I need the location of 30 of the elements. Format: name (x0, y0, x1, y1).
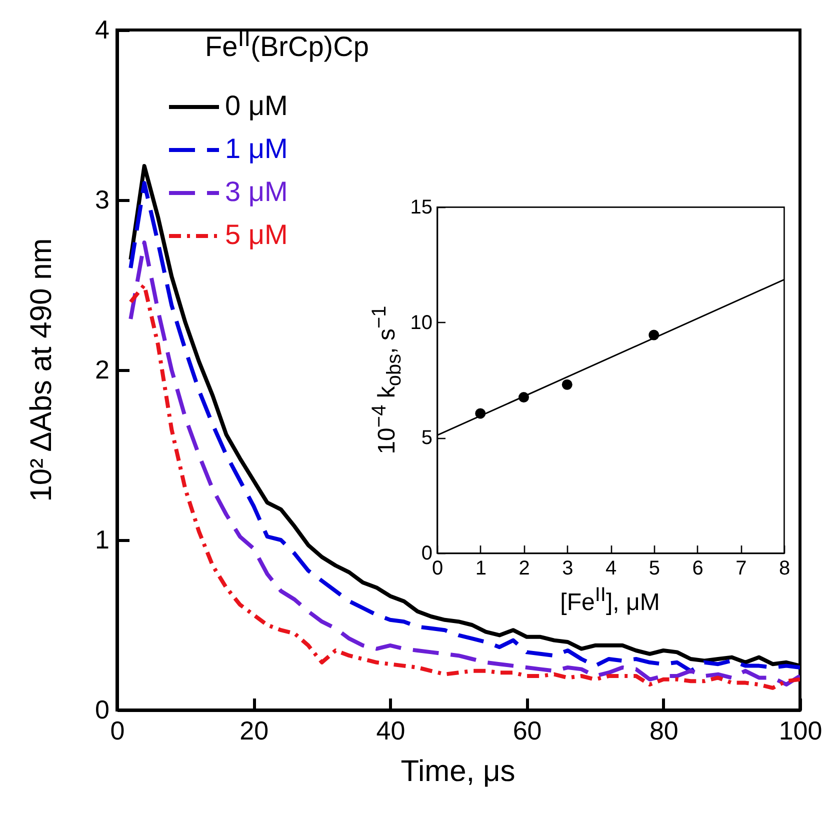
x-tick-label: 1 (475, 558, 486, 580)
point (562, 379, 572, 390)
x-tick-label: 2 (518, 558, 530, 580)
y-tick-label: 3 (95, 184, 110, 214)
x-tick-label: 100 (778, 716, 822, 746)
y-axis-title: 10² ΔAbs at 490 nm (25, 238, 58, 502)
x-axis-title: Time, μs (400, 755, 516, 788)
x-tick-label: 4 (605, 558, 617, 580)
y-tick-label: 4 (95, 14, 110, 44)
x-tick-label: 80 (649, 716, 678, 746)
legend-label: 1 μM (225, 133, 288, 164)
x-tick-label: 5 (648, 558, 660, 580)
legend-label: 3 μM (225, 176, 288, 207)
y-tick-label: 15 (410, 196, 432, 218)
legend-label: 0 μM (225, 90, 288, 121)
y-tick-label: 0 (95, 694, 110, 724)
y-tick-label: 10 (410, 312, 432, 334)
x-tick-label: 20 (240, 716, 269, 746)
x-tick-label: 8 (778, 558, 790, 580)
x-axis-title: [Fe$^{II}$], μM (560, 584, 660, 616)
y-tick-label: 2 (95, 354, 110, 384)
x-tick-label: 3 (562, 558, 574, 580)
legend-label: 5 μM (225, 219, 288, 250)
y-tick-label: 5 (421, 427, 432, 450)
y-tick-label: 0 (421, 542, 432, 564)
x-tick-label: 60 (512, 716, 542, 746)
x-tick-label: 7 (736, 558, 747, 580)
y-tick-label: 1 (95, 524, 110, 554)
x-tick-label: 40 (376, 716, 406, 746)
x-tick-label: 6 (692, 558, 704, 580)
